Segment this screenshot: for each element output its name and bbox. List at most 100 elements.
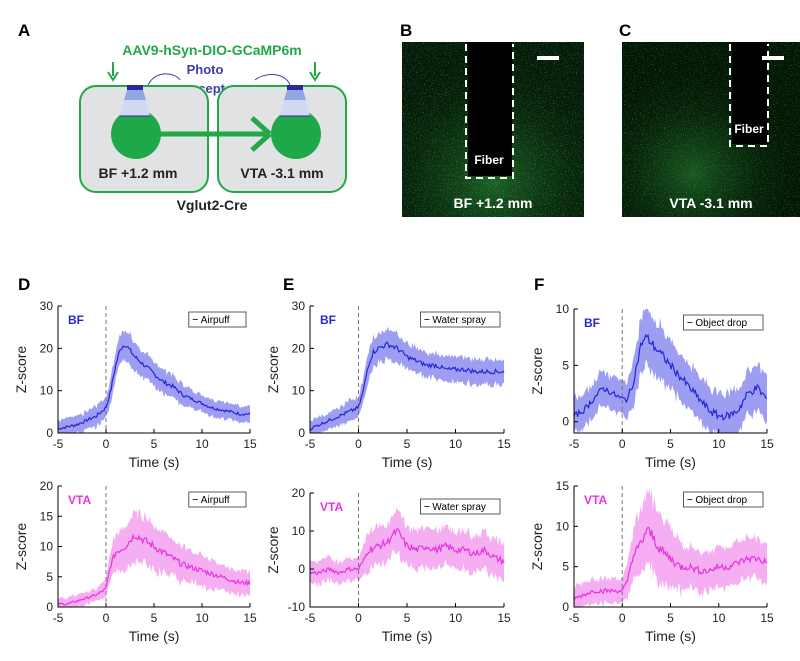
error-band-e-vta [310,507,504,588]
y-tick-label-e-bf-3: 30 [292,299,306,313]
legend-label-e-bf: Water spray [432,315,486,326]
x-tick-label-e-bf-4: 15 [497,437,511,451]
x-tick-label-f-bf-0: -5 [569,437,580,451]
micrograph-bf: Fiber BF +1.2 mm [402,42,584,217]
legend-box-e-vta [419,498,501,515]
caption-vta: VTA -3.1 mm [669,195,752,211]
virus-label: AAV9-hSyn-DIO-GCaMP6m [122,42,301,58]
y-tick-label-d-vta-3: 15 [40,509,54,523]
x-tick-label-f-bf-3: 10 [712,437,726,451]
panel-letter-c: C [619,21,631,40]
x-tick-label-f-vta-3: 10 [712,611,726,625]
legend-label-f-vta: Object drop [695,495,747,506]
legend-label-e-vta: Water spray [432,502,486,513]
x-tick-label-d-bf-0: -5 [53,437,64,451]
y-tick-label-e-bf-0: 0 [298,426,305,440]
mean-trace-e-vta [309,528,505,576]
legend-box-e-bf [419,311,501,328]
panel-letter-e: E [283,275,294,294]
y-axis-title-f-vta: Z-score [529,523,545,571]
y-tick-label-f-bf-2: 10 [556,302,570,316]
x-tick-label-f-vta-4: 15 [760,611,774,625]
y-tick-label-f-bf-1: 5 [562,358,569,372]
y-axis-title-f-bf: Z-score [529,347,545,395]
fiber-label-bf: Fiber [474,153,504,167]
error-band-d-bf [58,330,250,433]
fiber-outline-vta [729,44,769,147]
y-tick-label-e-vta-2: 10 [292,524,306,538]
fiber-label-vta: Fiber [734,122,764,136]
region-label-d-bf: BF [68,313,84,327]
vta-neurons [271,109,321,159]
error-band-d-vta [58,508,250,607]
y-tick-label-d-vta-2: 10 [40,540,54,554]
x-tick-label-d-vta-4: 15 [243,611,257,625]
x-tick-label-d-bf-1: 0 [103,437,110,451]
y-tick-label-d-vta-0: 0 [46,600,53,614]
y-tick-label-f-bf-0: 0 [562,415,569,429]
mean-trace-f-bf [573,333,768,421]
legend-box-f-bf [683,314,764,331]
panel-letter-a: A [18,21,30,40]
y-tick-label-f-vta-3: 15 [556,479,570,493]
x-tick-label-e-vta-2: 5 [404,611,411,625]
y-tick-label-e-bf-2: 20 [292,341,306,355]
y-tick-label-d-bf-2: 20 [40,341,54,355]
y-tick-label-e-vta-1: 0 [298,562,305,576]
x-axis-title-d-vta: Time (s) [129,628,180,644]
panel-letter-f: F [534,275,544,294]
panel-letter-b: B [400,21,412,40]
x-axis-title-d-bf: Time (s) [129,454,180,470]
region-label-d-vta: VTA [68,493,91,507]
schematic: AAV9-hSyn-DIO-GCaMP6m Photo receptor [79,42,347,213]
x-tick-label-f-vta-0: -5 [569,611,580,625]
x-tick-label-f-bf-2: 5 [667,437,674,451]
photoreceptor-right-icon [280,85,310,117]
mean-trace-f-vta [573,526,768,601]
x-tick-label-d-bf-2: 5 [151,437,158,451]
x-tick-label-e-vta-4: 15 [497,611,511,625]
y-tick-label-f-vta-1: 5 [562,560,569,574]
injection-arrow-left-icon [107,62,119,82]
fiber-track-bf [468,42,512,176]
region-label-e-vta: VTA [320,500,343,514]
y-axis-title-d-bf: Z-score [13,346,29,394]
injection-arrow-right-icon [309,62,321,82]
x-tick-label-e-vta-0: -5 [305,611,316,625]
vta-site-label: VTA -3.1 mm [240,165,323,181]
bf-neurons [111,109,161,159]
mouse-line-label: Vglut2-Cre [177,197,248,213]
y-axis-title-e-vta: Z-score [265,526,281,574]
y-tick-label-f-vta-0: 0 [562,600,569,614]
caption-bf: BF +1.2 mm [454,195,533,211]
mean-trace-d-bf [57,345,251,431]
y-axis-title-d-vta: Z-score [13,523,29,571]
y-tick-label-d-bf-1: 10 [40,384,54,398]
scale-bar-bf [537,56,559,60]
error-band-f-vta [574,488,767,607]
x-tick-label-e-bf-0: -5 [305,437,316,451]
x-axis-title-f-bf: Time (s) [645,454,696,470]
y-tick-label-e-vta-0: -10 [288,600,306,614]
y-tick-label-e-vta-3: 20 [292,486,306,500]
y-tick-label-d-vta-1: 5 [46,570,53,584]
legend-box-d-bf [188,311,247,328]
x-tick-label-f-bf-4: 15 [760,437,774,451]
photoreceptor-left-icon [120,85,150,117]
x-tick-label-f-bf-1: 0 [619,437,626,451]
legend-label-d-vta: Airpuff [201,495,230,506]
region-label-f-vta: VTA [584,493,607,507]
x-tick-label-d-vta-0: -5 [53,611,64,625]
mean-trace-d-vta [57,533,251,606]
y-tick-label-d-bf-3: 30 [40,299,54,313]
x-tick-label-e-bf-3: 10 [449,437,463,451]
mean-trace-e-bf [309,341,505,431]
legend-label-f-bf: Object drop [695,318,747,329]
x-tick-label-e-bf-1: 0 [355,437,362,451]
region-label-f-bf: BF [584,316,600,330]
x-axis-title-e-vta: Time (s) [382,628,433,644]
x-tick-label-d-vta-1: 0 [103,611,110,625]
panel-letter-d: D [18,275,30,294]
